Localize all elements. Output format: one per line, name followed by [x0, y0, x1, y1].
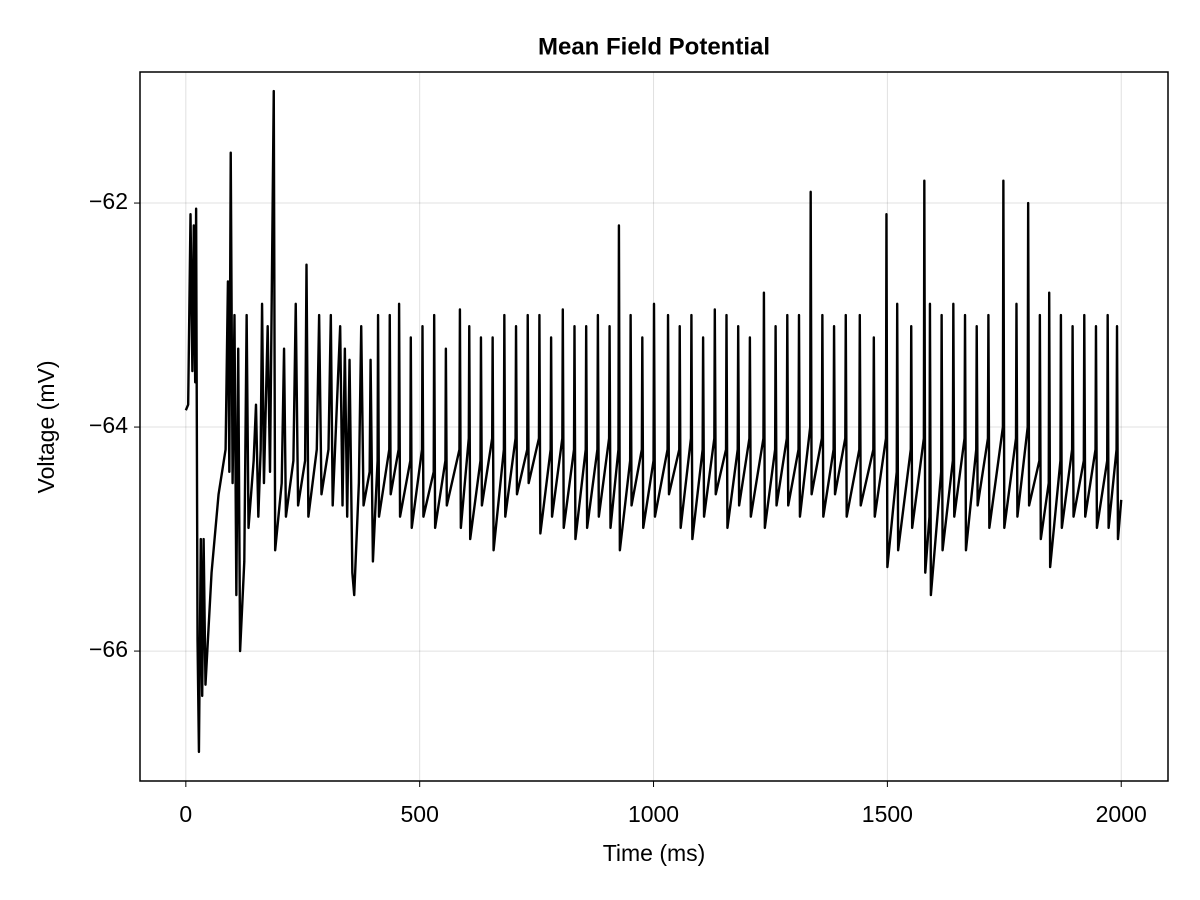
x-tick-label: 0 [179, 801, 192, 827]
x-tick-label: 2000 [1096, 801, 1147, 827]
y-axis-label: Voltage (mV) [33, 361, 59, 494]
chart-title: Mean Field Potential [538, 33, 770, 60]
y-tick-label: −64 [89, 412, 128, 438]
x-axis-label: Time (ms) [603, 840, 706, 866]
x-tick-label: 500 [400, 801, 438, 827]
x-tick-label: 1500 [862, 801, 913, 827]
y-tick-label: −62 [89, 188, 128, 214]
x-tick-label: 1000 [628, 801, 679, 827]
data-line [184, 89, 1123, 754]
plot-frame [139, 71, 1169, 782]
y-tick-label: −66 [89, 636, 128, 662]
